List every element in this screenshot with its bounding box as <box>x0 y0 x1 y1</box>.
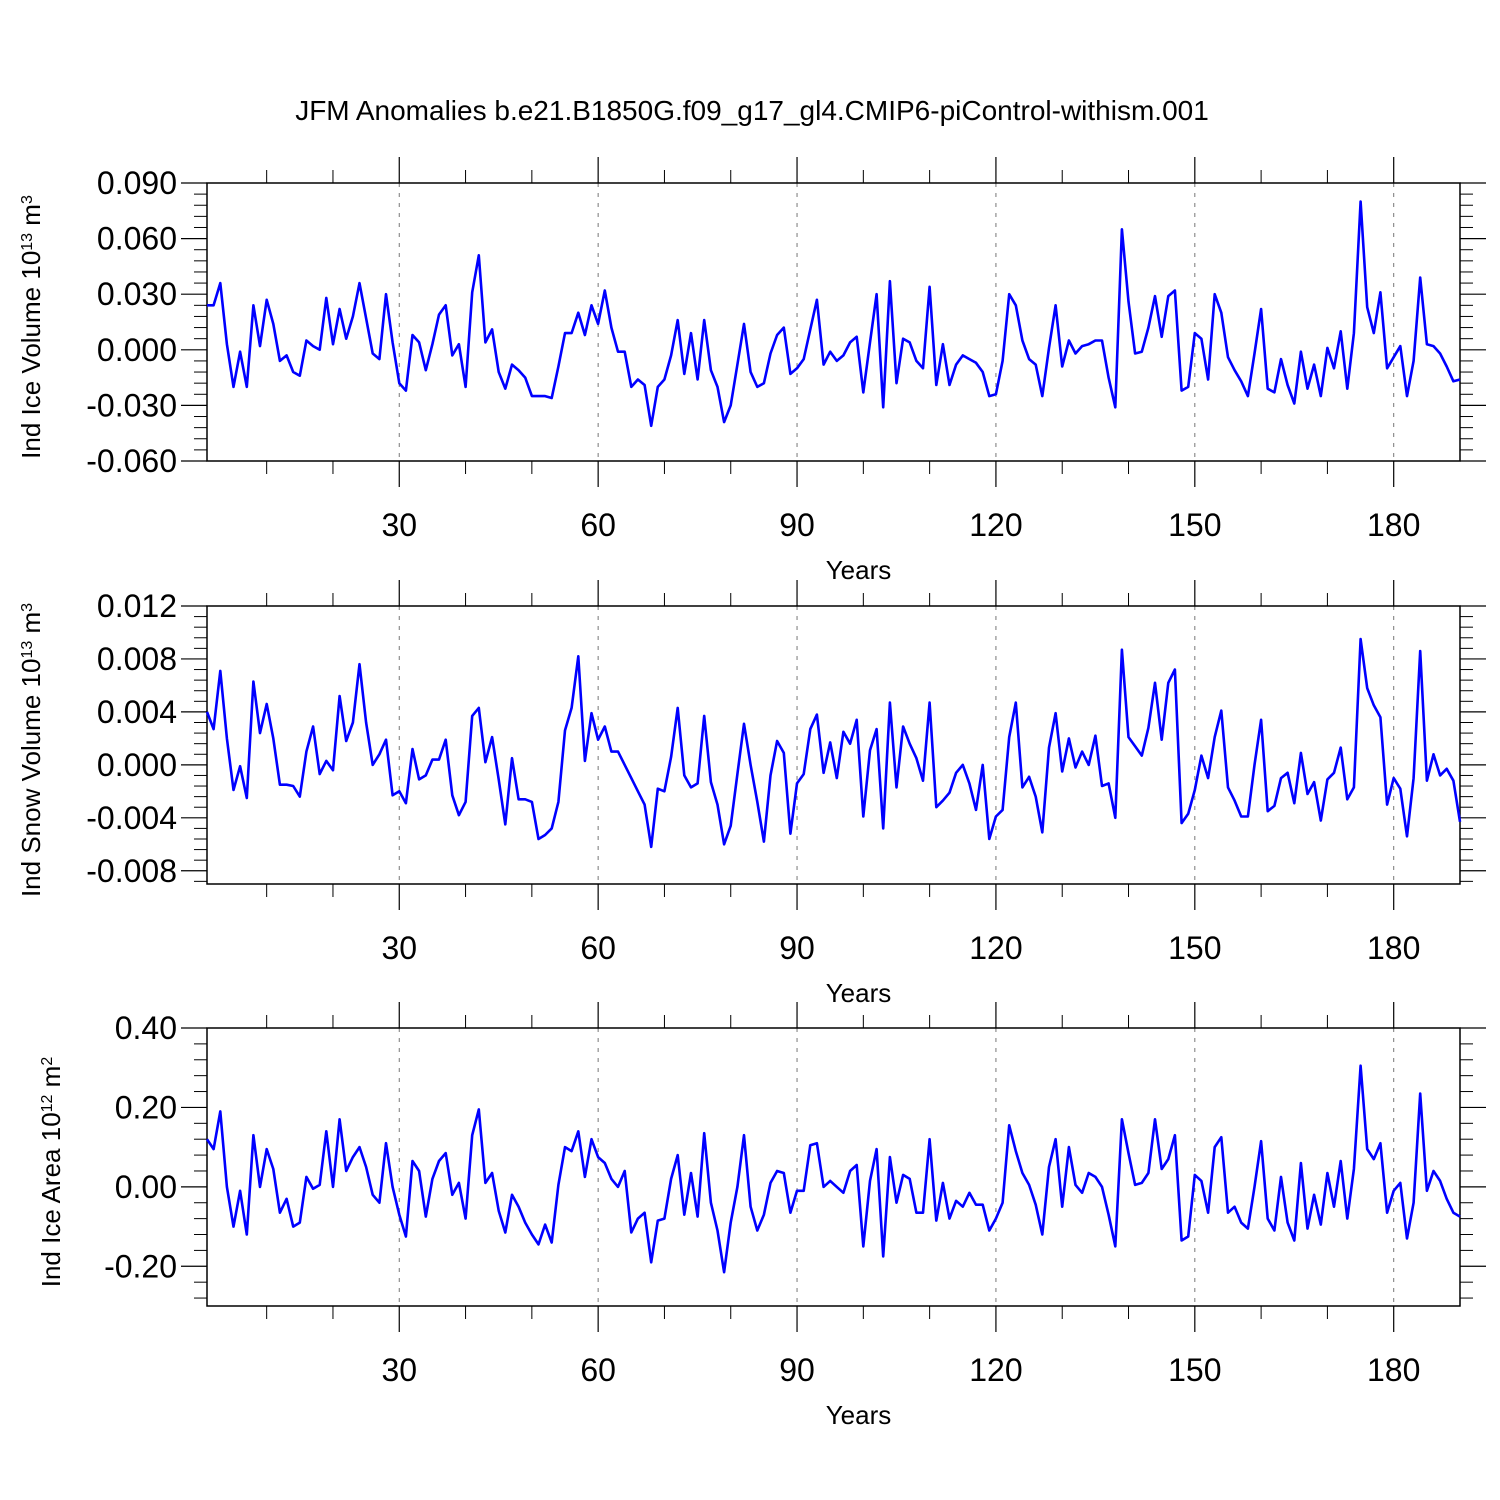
panel-ice-area: 30 60 90 120 150 180 -0.20 0.00 0.20 0.40 Years In… <box>36 1002 1486 1430</box>
panel-ice-volume: 30 60 90 120 150 180 -0.060 -0.030 0.000 0.030 0.0… <box>16 157 1486 585</box>
x-tick-label: 180 <box>1367 1352 1420 1388</box>
y-tick-label: -0.004 <box>86 800 177 836</box>
plot-frame <box>206 1027 1461 1307</box>
y-label-unit: m <box>16 204 46 233</box>
y-tick-label: 0.008 <box>97 641 177 677</box>
y-tick-label: 0.090 <box>97 165 177 201</box>
y-axis-label: Ind Snow Volume 1013 m3 <box>16 603 46 897</box>
x-tick-label: 60 <box>580 507 616 543</box>
y-label-exp: 13 <box>19 641 36 659</box>
plot-frame <box>206 182 1461 462</box>
x-tick-label: 30 <box>381 507 417 543</box>
y-label-exp: 12 <box>39 1094 56 1112</box>
series-line <box>205 637 1462 849</box>
y-tick-label: 0.000 <box>97 332 177 368</box>
x-tick-label: 90 <box>779 1352 815 1388</box>
series-line <box>205 1064 1461 1274</box>
y-label-exp: 13 <box>19 233 36 251</box>
y-label-unit-exp: 3 <box>19 195 36 204</box>
y-label-main: Ind Snow Volume 10 <box>16 659 46 898</box>
series-line <box>207 200 1461 428</box>
x-tick-label: 120 <box>969 930 1022 966</box>
x-tick-label: 30 <box>381 930 417 966</box>
plot-frame <box>206 605 1461 885</box>
x-tick-label: 150 <box>1168 930 1221 966</box>
y-tick-label: 0.012 <box>97 588 177 624</box>
x-tick-label: 90 <box>779 507 815 543</box>
x-tick-label: 150 <box>1168 1352 1221 1388</box>
y-label-main: Ind Ice Volume 10 <box>16 251 46 459</box>
x-tick-label: 90 <box>779 930 815 966</box>
y-tick-label: -0.060 <box>86 443 177 479</box>
panel-snow-volume: 30 60 90 120 150 180 -0.008 -0.004 0.000 0.004 0.0… <box>16 580 1486 1008</box>
y-tick-label: 0.030 <box>97 276 177 312</box>
x-tick-label: 60 <box>580 1352 616 1388</box>
y-tick-label: -0.20 <box>104 1248 177 1284</box>
y-tick-label: 0.000 <box>97 747 177 783</box>
y-axis-label: Ind Ice Volume 1013 m3 <box>16 195 46 459</box>
y-label-main: Ind Ice Area 10 <box>36 1112 66 1287</box>
y-tick-label: 0.004 <box>97 694 177 730</box>
x-tick-label: 120 <box>969 507 1022 543</box>
y-axis-label: Ind Ice Area 1012 m2 <box>36 1057 66 1288</box>
y-tick-label: 0.060 <box>97 221 177 257</box>
y-label-unit-exp: 2 <box>39 1057 56 1066</box>
y-tick-label: -0.030 <box>86 387 177 423</box>
x-axis-label: Years <box>826 555 892 585</box>
figure-title: JFM Anomalies b.e21.B1850G.f09_g17_gl4.C… <box>295 95 1209 126</box>
x-tick-label: 150 <box>1168 507 1221 543</box>
x-tick-label: 180 <box>1367 507 1420 543</box>
x-tick-label: 30 <box>381 1352 417 1388</box>
y-label-unit: m <box>36 1066 66 1095</box>
y-label-unit-exp: 3 <box>19 603 36 612</box>
x-tick-label: 60 <box>580 930 616 966</box>
y-tick-label: 0.20 <box>115 1089 177 1125</box>
y-tick-label: 0.00 <box>115 1169 177 1205</box>
x-tick-label: 120 <box>969 1352 1022 1388</box>
y-label-unit: m <box>16 612 46 641</box>
y-tick-label: -0.008 <box>86 853 177 889</box>
y-tick-label: 0.40 <box>115 1010 177 1046</box>
x-axis-label: Years <box>826 978 892 1008</box>
x-tick-label: 180 <box>1367 930 1420 966</box>
x-axis-label: Years <box>826 1400 892 1430</box>
